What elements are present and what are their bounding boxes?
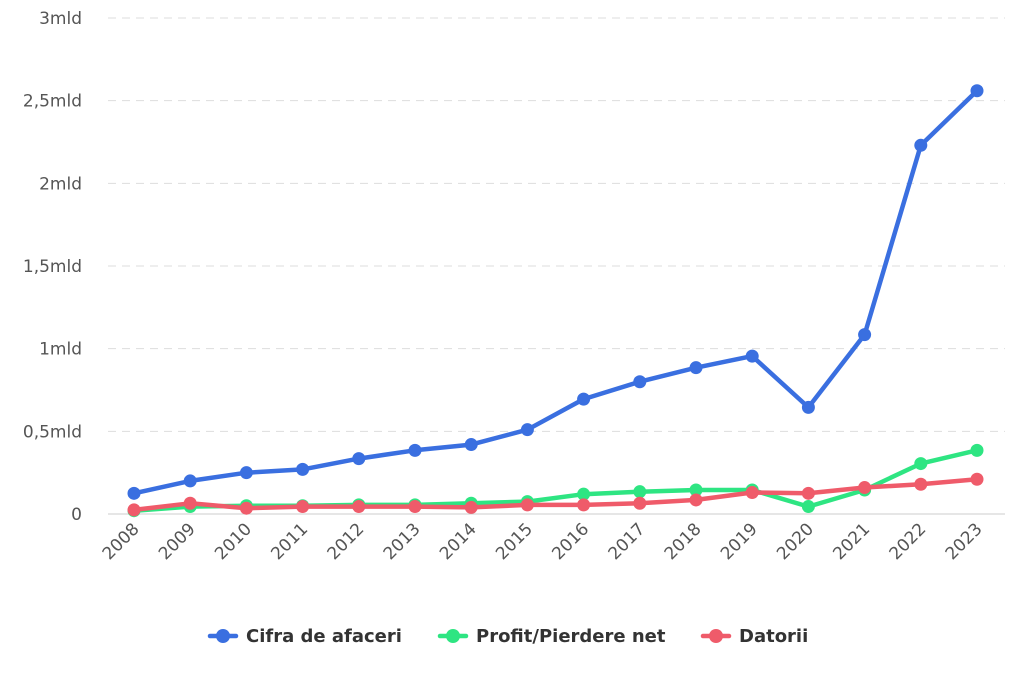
data-point[interactable]: [801, 400, 815, 414]
series-line: [131, 477, 980, 513]
x-tick-label: 2015: [492, 519, 537, 564]
legend-item[interactable]: Profit/Pierdere net: [437, 626, 666, 647]
y-axis-ticks: 0 0,5mld 1mld 1,5mld 2mld 2,5mld 3mld: [23, 9, 82, 525]
data-point[interactable]: [689, 493, 703, 507]
data-point[interactable]: [970, 443, 984, 457]
data-point[interactable]: [745, 349, 759, 363]
data-point[interactable]: [801, 486, 815, 500]
data-point[interactable]: [577, 498, 591, 512]
y-tick-label: 2mld: [39, 174, 82, 194]
x-tick-label: 2023: [942, 519, 987, 564]
legend-item[interactable]: Datorii: [700, 626, 808, 647]
legend-label: Cifra de afaceri: [246, 626, 402, 647]
data-point[interactable]: [858, 328, 872, 342]
legend-item[interactable]: Cifra de afaceri: [207, 626, 402, 647]
x-tick-label: 2022: [886, 519, 931, 564]
data-point[interactable]: [520, 498, 534, 512]
data-point[interactable]: [914, 457, 928, 471]
x-tick-label: 2013: [380, 519, 425, 564]
data-point[interactable]: [239, 501, 253, 515]
data-point[interactable]: [352, 452, 366, 466]
data-point[interactable]: [970, 472, 984, 486]
x-tick-label: 2011: [267, 519, 312, 564]
data-point[interactable]: [464, 500, 478, 514]
x-tick-label: 2017: [605, 519, 650, 564]
data-point[interactable]: [577, 487, 591, 501]
x-tick-label: 2010: [211, 519, 256, 564]
data-point[interactable]: [296, 500, 310, 514]
data-point[interactable]: [183, 474, 197, 488]
data-point[interactable]: [970, 84, 984, 98]
series-layer: [127, 84, 984, 518]
data-point[interactable]: [296, 462, 310, 476]
x-tick-label: 2018: [661, 519, 706, 564]
series-cifra-de-afaceri: [127, 84, 984, 500]
x-tick-label: 2016: [548, 519, 593, 564]
legend-label: Datorii: [739, 626, 808, 647]
y-tick-label: 0,5mld: [23, 422, 82, 442]
data-point[interactable]: [464, 438, 478, 452]
y-tick-label: 3mld: [39, 9, 82, 29]
data-point[interactable]: [801, 500, 815, 514]
data-point[interactable]: [408, 443, 422, 457]
x-axis-ticks: 2008 2009 2010 2011 2012 2013 2014 2015 2016 2017…: [99, 519, 987, 564]
data-point[interactable]: [689, 483, 703, 497]
x-tick-label: 2008: [99, 519, 144, 564]
data-point[interactable]: [858, 481, 872, 495]
x-tick-label: 2021: [829, 519, 874, 564]
y-tick-label: 2,5mld: [23, 92, 82, 112]
data-point[interactable]: [914, 138, 928, 152]
data-point[interactable]: [689, 361, 703, 375]
legend: Cifra de afaceri Profit/Pierdere net Dator…: [207, 626, 808, 647]
data-point[interactable]: [914, 477, 928, 491]
x-tick-label: 2009: [155, 519, 200, 564]
data-point[interactable]: [633, 496, 647, 510]
data-point[interactable]: [633, 375, 647, 389]
y-tick-label: 0: [71, 505, 82, 525]
data-point[interactable]: [352, 500, 366, 514]
data-point[interactable]: [408, 500, 422, 514]
x-tick-label: 2012: [324, 519, 369, 564]
data-point[interactable]: [239, 466, 253, 480]
x-tick-label: 2020: [773, 519, 818, 564]
data-point[interactable]: [520, 423, 534, 437]
data-point[interactable]: [633, 485, 647, 499]
x-tick-label: 2019: [717, 519, 762, 564]
y-tick-label: 1mld: [39, 340, 82, 360]
data-point[interactable]: [127, 503, 141, 517]
legend-dot-marker: [216, 629, 230, 643]
legend-dot-marker: [709, 629, 723, 643]
legend-dot-marker: [446, 629, 460, 643]
data-point[interactable]: [183, 496, 197, 510]
y-tick-label: 1,5mld: [23, 257, 82, 277]
data-point[interactable]: [577, 392, 591, 406]
legend-label: Profit/Pierdere net: [476, 626, 666, 647]
x-tick-label: 2014: [436, 519, 481, 564]
grid-layer: [108, 17, 1005, 515]
series-datorii: [127, 472, 984, 517]
series-line: [131, 448, 980, 513]
data-point[interactable]: [127, 486, 141, 500]
data-point[interactable]: [745, 486, 759, 500]
series-line: [131, 88, 980, 496]
